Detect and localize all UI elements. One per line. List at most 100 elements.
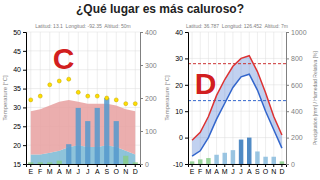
x-tick-mark [249, 164, 250, 167]
grid-line-y [26, 69, 140, 70]
x-tick: M [66, 164, 72, 175]
x-tick: M [205, 164, 211, 175]
x-tick-mark [281, 164, 282, 167]
y-tick-mark [23, 126, 26, 127]
y-tick-mark [23, 145, 26, 146]
y-tick-mark [185, 58, 188, 59]
y2-tick-mark [140, 65, 143, 66]
y2-tick: 800 [286, 55, 303, 62]
grid-line-y [188, 32, 286, 33]
x-tick-label: J [86, 168, 90, 175]
y2-tick: 1000 [286, 29, 307, 36]
y2-tick-label: 300 [145, 62, 157, 69]
y2-tick-label: 1000 [291, 29, 307, 36]
y-tick-mark [23, 89, 26, 90]
x-tick-mark [135, 164, 136, 167]
y2-tick: 300 [140, 62, 157, 69]
x-tick: S [104, 164, 109, 175]
y2-tick: 200 [286, 134, 303, 141]
point [48, 83, 52, 87]
y-axis-title: Temperature [°C] [2, 75, 8, 121]
y-tick-mark [185, 138, 188, 139]
reference-line [188, 100, 286, 101]
x-tick-mark [59, 164, 60, 167]
x-tick: A [95, 164, 100, 175]
y-tick: 40 [13, 66, 26, 73]
grid-line-y [188, 58, 286, 59]
x-tick-mark [49, 164, 50, 167]
x-tick-label: M [66, 168, 72, 175]
chart-svg: ¿Qué lugar es más caluroso?EFMAMJJASOND1… [0, 0, 320, 180]
y2-tick-mark [286, 85, 289, 86]
bar [133, 162, 138, 164]
x-tick-mark [192, 164, 193, 167]
y-tick: 35 [13, 85, 26, 92]
x-tick-mark [125, 164, 126, 167]
y2-tick-mark [286, 58, 289, 59]
y-tick: 15 [13, 161, 26, 168]
point [57, 79, 61, 83]
y2-tick: 200 [140, 95, 157, 102]
x-tick: O [114, 164, 120, 175]
panel: EFMAMJJASOND-100102030400200400600800100… [164, 23, 318, 175]
bar [206, 158, 210, 164]
grid-line-x [257, 32, 258, 164]
y2-tick-label: 0 [291, 161, 295, 168]
y-tick-label: 25 [13, 123, 21, 130]
x-tick: M [47, 164, 53, 175]
x-tick-mark [241, 164, 242, 167]
x-tick-label: A [247, 168, 252, 175]
y2-tick-mark [140, 98, 143, 99]
y-tick-mark [185, 111, 188, 112]
y2-tick: 0 [140, 161, 149, 168]
line [192, 56, 282, 140]
y-tick-label: 30 [13, 104, 21, 111]
x-tick-label: D [279, 168, 284, 175]
bar [247, 138, 251, 164]
x-tick-mark [68, 164, 69, 167]
x-tick-mark [106, 164, 107, 167]
bar [190, 161, 194, 164]
point [86, 94, 90, 98]
x-tick: E [28, 164, 33, 175]
panel: EFMAMJJASOND1520253035404550010020030040… [2, 23, 157, 175]
y-tick-mark [23, 70, 26, 71]
y-tick: 10 [175, 108, 188, 115]
x-axis-line [189, 165, 287, 168]
point [124, 102, 128, 106]
y-axis-line [23, 33, 27, 165]
bar [104, 98, 109, 164]
y2-tick-label: 0 [145, 161, 149, 168]
bar [57, 161, 62, 164]
grid [26, 32, 140, 164]
y2-tick-mark [286, 32, 289, 33]
x-tick: M [222, 164, 228, 175]
area [31, 100, 136, 155]
grid-line-x [273, 32, 274, 164]
y2-axis: 02004006008001000 [286, 29, 307, 168]
x-tick-mark [87, 164, 88, 167]
x-tick-label: J [239, 168, 243, 175]
y-tick: 20 [13, 142, 26, 149]
y-tick-mark [23, 32, 26, 33]
y-tick: 20 [175, 82, 188, 89]
chart-container: ¿Qué lugar es más caluroso?EFMAMJJASOND1… [0, 0, 320, 180]
x-tick-label: F [38, 168, 42, 175]
bar [223, 153, 227, 164]
x-tick-label: S [255, 168, 260, 175]
x-tick-label: E [28, 168, 33, 175]
bar [28, 162, 33, 164]
bar [198, 159, 202, 164]
y2-tick-mark [286, 111, 289, 112]
x-tick-label: N [271, 168, 276, 175]
point [95, 94, 99, 98]
bar [114, 121, 119, 164]
x-tick-label: F [198, 168, 202, 175]
x-tick: E [190, 164, 195, 175]
y2-tick-label: 400 [145, 29, 157, 36]
x-tick-mark [232, 164, 233, 167]
bar [263, 157, 267, 164]
bar [280, 161, 284, 164]
y-tick-mark [23, 51, 26, 52]
title: ¿Qué lugar es más caluroso? [76, 2, 244, 16]
